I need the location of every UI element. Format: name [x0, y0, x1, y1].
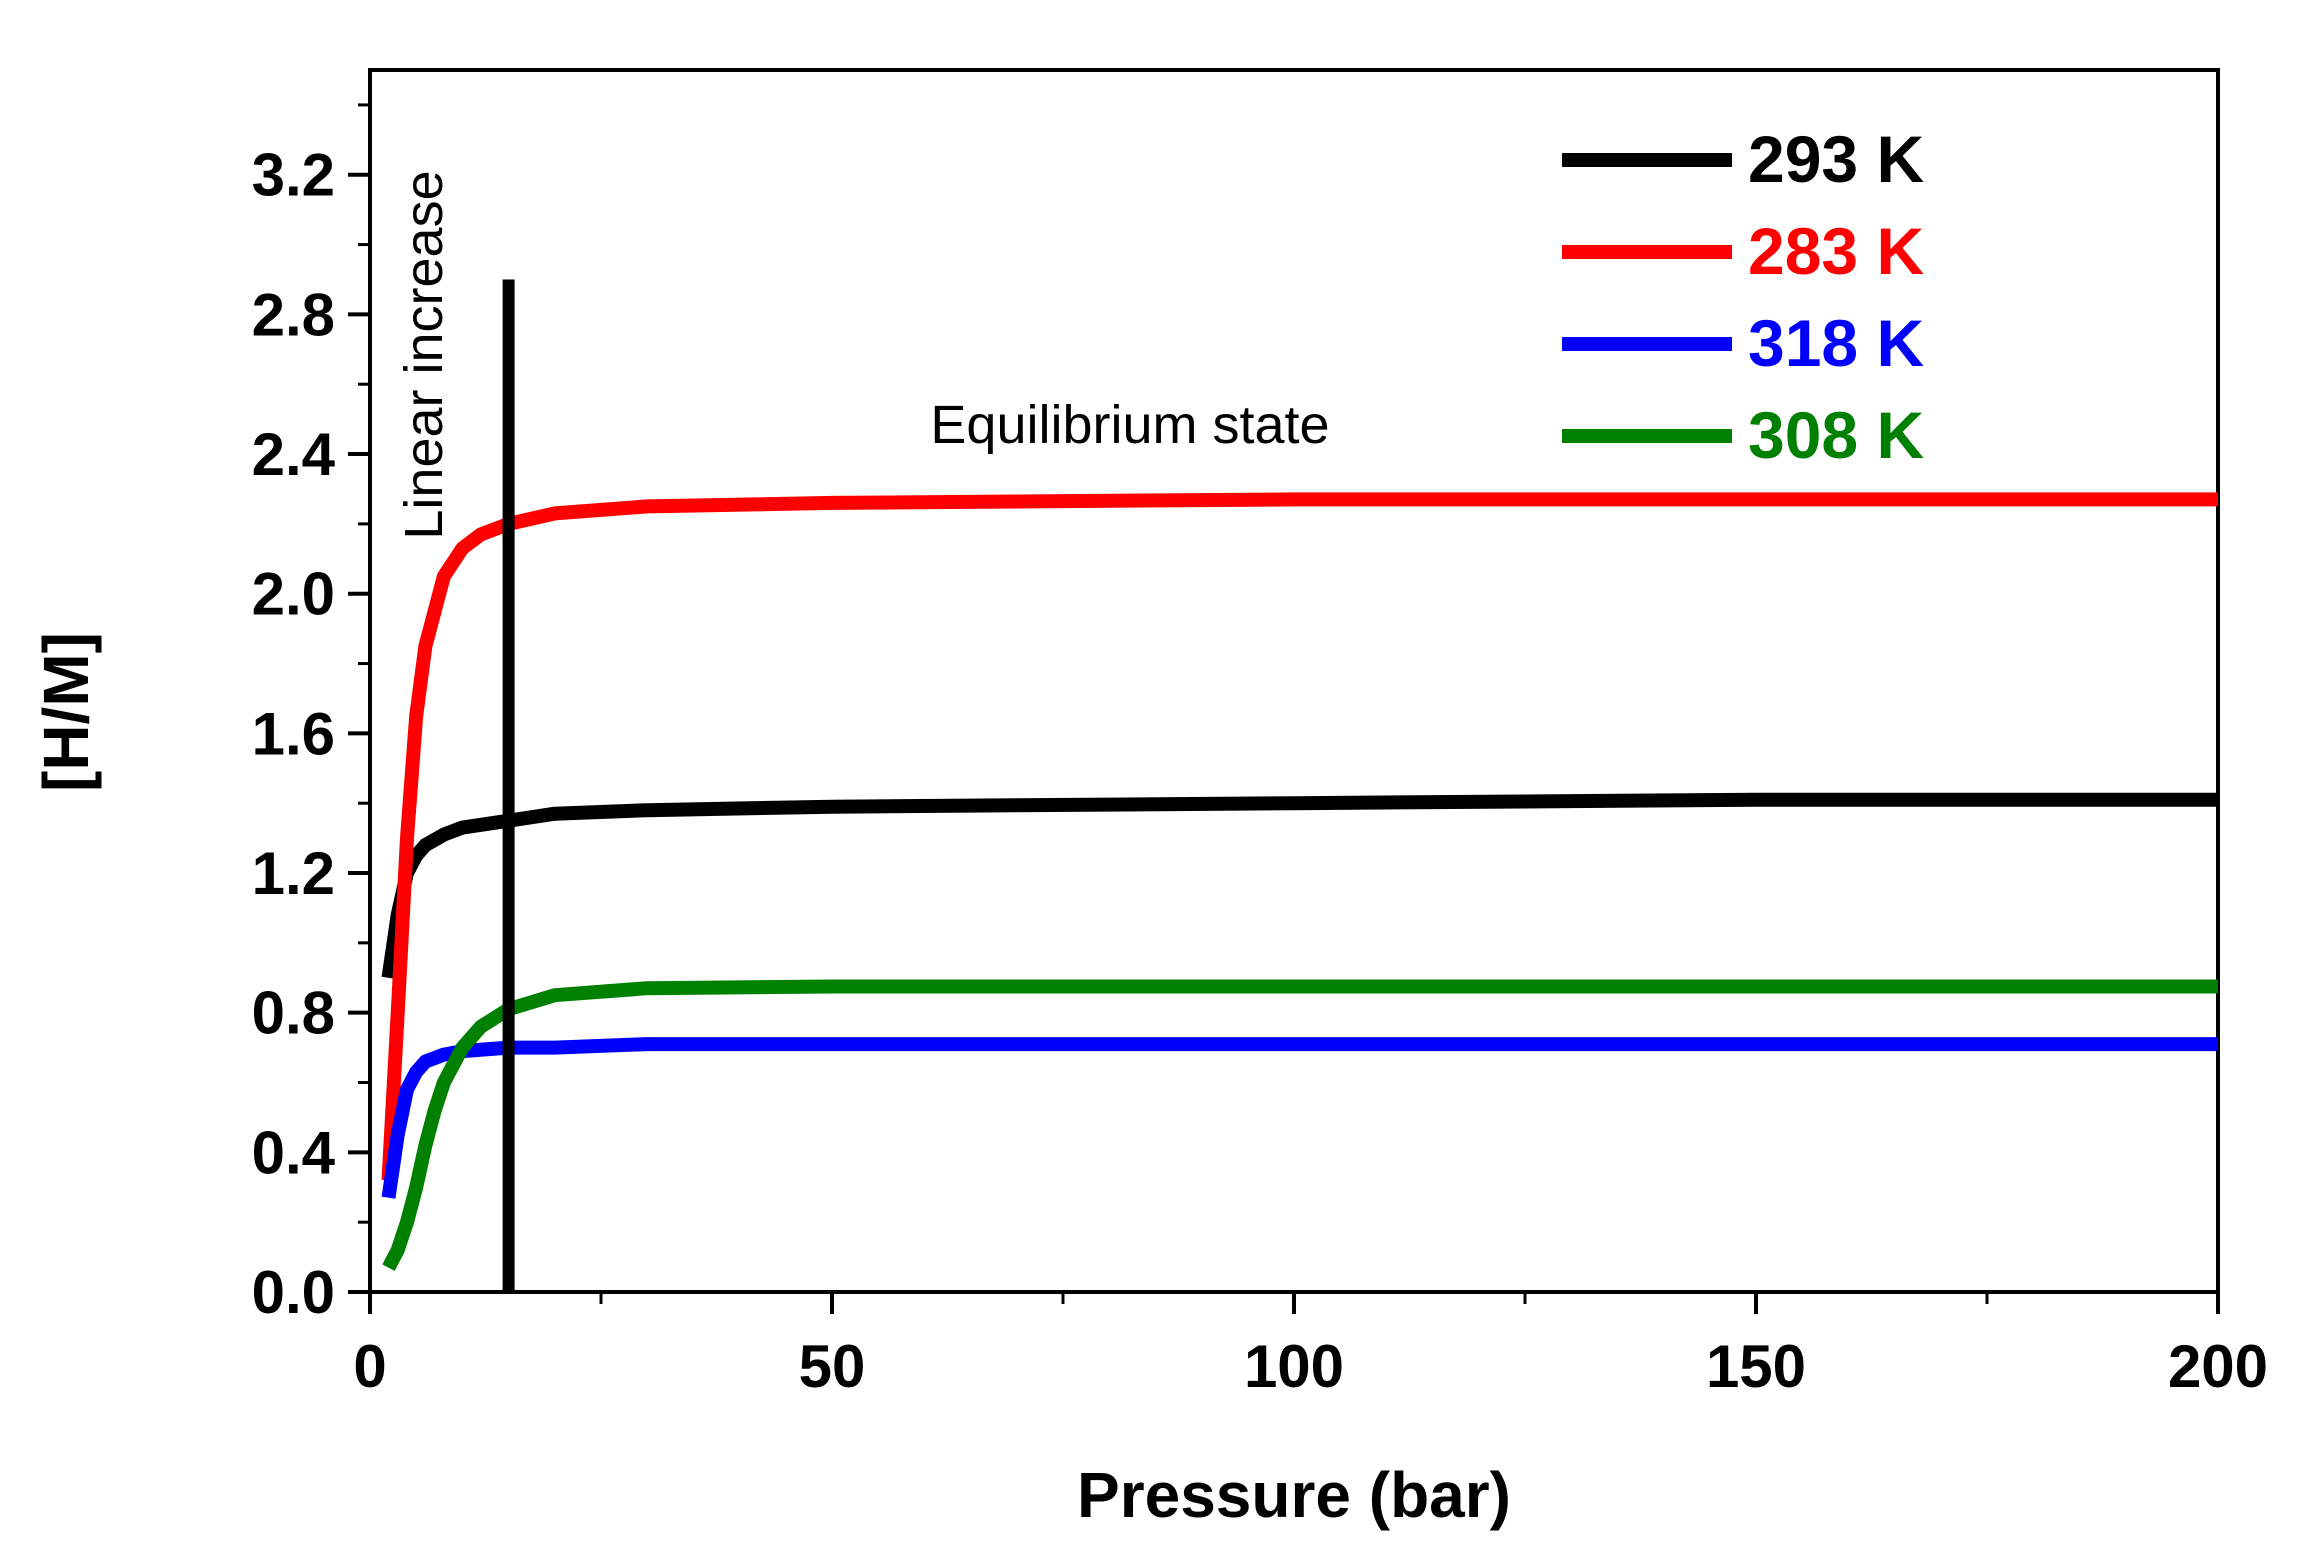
y-tick-label: 1.6	[252, 700, 335, 767]
y-tick-label: 3.2	[252, 142, 335, 209]
series-line-308k	[382, 979, 2218, 1271]
y-tick-label: 0.8	[252, 980, 335, 1047]
annotation-linear-increase: Linear increase	[394, 170, 454, 539]
plot-frame	[368, 68, 2220, 1294]
x-tick-label: 150	[1706, 1333, 1806, 1400]
y-tick-label: 2.8	[252, 281, 335, 348]
y-tick-label: 1.2	[252, 840, 335, 907]
y-tick-label: 0.0	[252, 1259, 335, 1326]
series-line-293k	[381, 792, 2218, 979]
y-tick-label: 2.4	[252, 421, 336, 488]
y-axis-title: [H/M]	[30, 632, 102, 792]
y-tick-label: 0.4	[252, 1119, 336, 1186]
legend-label-293k: 293 K	[1748, 122, 1924, 196]
series-line-318k	[381, 1037, 2218, 1199]
x-tick-label: 0	[353, 1333, 386, 1400]
legend-label-318k: 318 K	[1748, 306, 1924, 380]
legend: 293 K 283 K 318 K 308 K	[1562, 122, 1924, 472]
x-tick-label: 100	[1244, 1333, 1344, 1400]
x-tick-label: 200	[2168, 1333, 2268, 1400]
series-layer	[381, 492, 2218, 1271]
x-tick-label: 50	[799, 1333, 866, 1400]
y-tick-label: 2.0	[252, 561, 335, 628]
x-axis-title: Pressure (bar)	[1077, 1459, 1511, 1531]
annotation-equilibrium-state: Equilibrium state	[930, 395, 1329, 455]
series-line-283k	[381, 492, 2218, 1181]
legend-label-283k: 283 K	[1748, 214, 1924, 288]
legend-label-308k: 308 K	[1748, 398, 1924, 472]
axis-layer: 0 50 100 150 200 0.0 0.4 0.8 1.2 1.6 2.0 2.4 2.8 3.2	[252, 103, 2268, 1400]
